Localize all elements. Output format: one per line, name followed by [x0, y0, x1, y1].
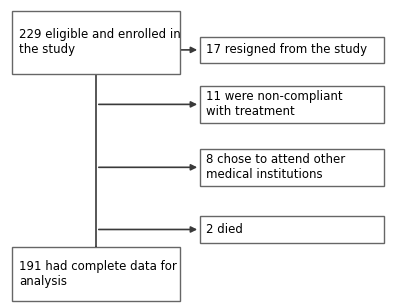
- FancyBboxPatch shape: [12, 11, 180, 74]
- FancyBboxPatch shape: [200, 37, 384, 63]
- Text: 229 eligible and enrolled in
the study: 229 eligible and enrolled in the study: [19, 28, 181, 56]
- Text: 8 chose to attend other
medical institutions: 8 chose to attend other medical institut…: [206, 153, 345, 181]
- Text: 191 had complete data for
analysis: 191 had complete data for analysis: [19, 260, 177, 288]
- Text: 17 resigned from the study: 17 resigned from the study: [206, 43, 367, 56]
- Text: 11 were non-compliant
with treatment: 11 were non-compliant with treatment: [206, 90, 343, 119]
- Text: 2 died: 2 died: [206, 223, 243, 236]
- FancyBboxPatch shape: [12, 247, 180, 301]
- FancyBboxPatch shape: [200, 216, 384, 243]
- FancyBboxPatch shape: [200, 149, 384, 186]
- FancyBboxPatch shape: [200, 86, 384, 123]
